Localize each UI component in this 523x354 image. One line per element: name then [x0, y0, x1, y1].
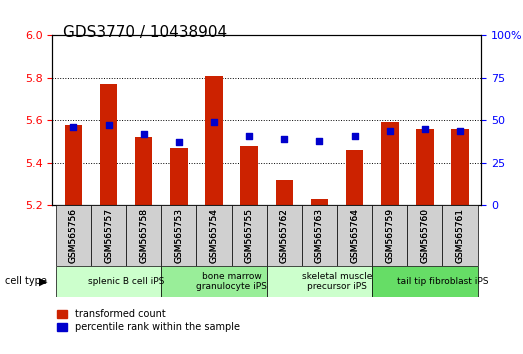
Bar: [205, 76, 223, 205]
FancyBboxPatch shape: [161, 266, 267, 297]
FancyBboxPatch shape: [407, 205, 442, 266]
Point: [456, 128, 464, 133]
Point: [210, 119, 218, 125]
FancyBboxPatch shape: [91, 205, 126, 266]
Text: cell type: cell type: [5, 276, 47, 286]
Text: GSM565758: GSM565758: [139, 208, 148, 263]
FancyBboxPatch shape: [126, 205, 161, 266]
Text: GDS3770 / 10438904: GDS3770 / 10438904: [63, 25, 227, 40]
Text: GSM565759: GSM565759: [385, 208, 394, 263]
Bar: [346, 150, 363, 205]
Text: GSM565757: GSM565757: [104, 208, 113, 263]
FancyBboxPatch shape: [56, 266, 161, 297]
FancyBboxPatch shape: [267, 266, 372, 297]
FancyBboxPatch shape: [197, 205, 232, 266]
Text: GSM565753: GSM565753: [174, 208, 184, 263]
FancyBboxPatch shape: [232, 205, 267, 266]
Text: GSM565763: GSM565763: [315, 208, 324, 263]
Text: bone marrow
granulocyte iPS: bone marrow granulocyte iPS: [196, 272, 267, 291]
Text: GSM565764: GSM565764: [350, 208, 359, 263]
Text: GSM565764: GSM565764: [350, 208, 359, 263]
Text: GSM565755: GSM565755: [245, 208, 254, 263]
Text: GSM565753: GSM565753: [174, 208, 184, 263]
Point: [140, 131, 148, 137]
Point: [315, 138, 324, 144]
Bar: [451, 129, 469, 205]
FancyBboxPatch shape: [442, 205, 477, 266]
FancyBboxPatch shape: [267, 205, 302, 266]
Text: GSM565756: GSM565756: [69, 208, 78, 263]
Text: ▶: ▶: [39, 276, 48, 286]
Text: GSM565754: GSM565754: [210, 208, 219, 263]
Bar: [381, 122, 399, 205]
Text: splenic B cell iPS: splenic B cell iPS: [88, 277, 164, 286]
Text: GSM565761: GSM565761: [456, 208, 464, 263]
Legend: transformed count, percentile rank within the sample: transformed count, percentile rank withi…: [57, 309, 240, 332]
FancyBboxPatch shape: [337, 205, 372, 266]
Point: [350, 133, 359, 138]
Point: [420, 126, 429, 132]
Text: skeletal muscle
precursor iPS: skeletal muscle precursor iPS: [302, 272, 372, 291]
Text: GSM565755: GSM565755: [245, 208, 254, 263]
Text: GSM565758: GSM565758: [139, 208, 148, 263]
FancyBboxPatch shape: [372, 205, 407, 266]
Text: GSM565762: GSM565762: [280, 208, 289, 263]
Text: GSM565756: GSM565756: [69, 208, 78, 263]
Text: GSM565760: GSM565760: [420, 208, 429, 263]
Text: GSM565760: GSM565760: [420, 208, 429, 263]
Text: GSM565762: GSM565762: [280, 208, 289, 263]
Bar: [311, 199, 328, 205]
Bar: [65, 125, 82, 205]
Text: GSM565763: GSM565763: [315, 208, 324, 263]
Text: tail tip fibroblast iPS: tail tip fibroblast iPS: [397, 277, 488, 286]
Bar: [170, 148, 188, 205]
FancyBboxPatch shape: [302, 205, 337, 266]
Text: GSM565757: GSM565757: [104, 208, 113, 263]
Bar: [276, 180, 293, 205]
Bar: [100, 84, 117, 205]
Point: [245, 133, 253, 138]
Bar: [241, 146, 258, 205]
FancyBboxPatch shape: [161, 205, 197, 266]
Point: [280, 136, 289, 142]
Bar: [135, 137, 153, 205]
Text: GSM565761: GSM565761: [456, 208, 464, 263]
Point: [105, 122, 113, 128]
Text: GSM565759: GSM565759: [385, 208, 394, 263]
Bar: [416, 129, 434, 205]
Point: [385, 128, 394, 133]
FancyBboxPatch shape: [56, 205, 91, 266]
Point: [69, 124, 77, 130]
Text: GSM565754: GSM565754: [210, 208, 219, 263]
Point: [175, 139, 183, 145]
FancyBboxPatch shape: [372, 266, 477, 297]
